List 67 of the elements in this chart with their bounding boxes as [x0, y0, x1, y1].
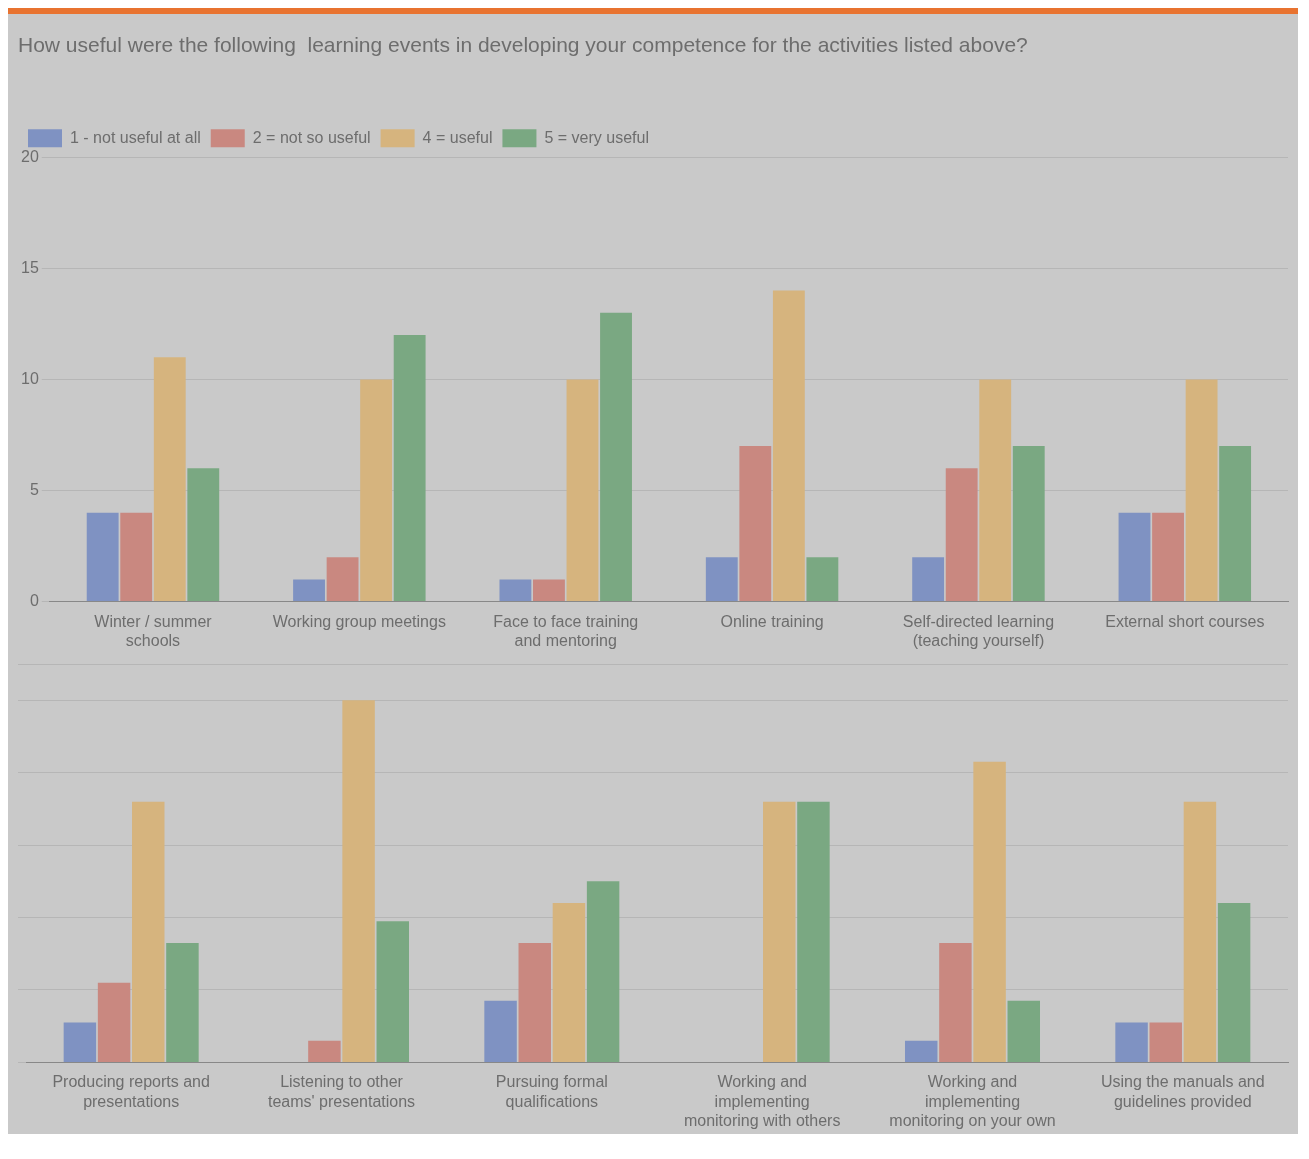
bar — [1012, 446, 1045, 602]
y-tick-label: 15 — [21, 258, 39, 276]
bar — [393, 334, 426, 602]
bar — [342, 700, 375, 1062]
y-tick-label: 0 — [29, 592, 39, 610]
bar — [293, 579, 325, 602]
bar — [600, 312, 632, 602]
bar — [499, 579, 532, 602]
bar — [1217, 903, 1251, 1062]
x-tick-label: Online training — [720, 612, 824, 630]
bar — [939, 942, 972, 1062]
bar — [1149, 1022, 1182, 1062]
bar — [63, 1022, 97, 1062]
bar — [533, 579, 565, 602]
bar — [797, 801, 830, 1062]
bar — [705, 557, 738, 602]
legend-label: 4 = useful — [422, 128, 493, 146]
y-tick-label: 5 — [29, 480, 39, 498]
bar — [1115, 1022, 1148, 1062]
bar — [772, 290, 805, 602]
bar — [153, 357, 186, 602]
bar — [1219, 446, 1252, 602]
legend-label: 1 - not useful at all — [70, 128, 201, 146]
bar — [552, 903, 586, 1062]
bar — [945, 468, 978, 602]
bar — [326, 557, 359, 602]
x-tick-label: External short courses — [1105, 612, 1265, 630]
bar — [586, 881, 620, 1062]
legend-label: 2 = not so useful — [252, 128, 371, 146]
bar — [518, 942, 551, 1062]
x-tick-label: Working group meetings — [272, 612, 446, 630]
bar — [912, 557, 945, 602]
bar — [1007, 1000, 1040, 1062]
bar — [376, 921, 409, 1062]
bar — [308, 1040, 341, 1062]
legend-label: 5 = very useful — [544, 128, 649, 146]
bar — [484, 1000, 517, 1062]
y-tick-label: 20 — [21, 147, 39, 165]
x-tick-label: Self-directed learning (teaching yourself) — [902, 612, 1055, 649]
bar — [1152, 512, 1184, 602]
bar — [763, 801, 796, 1062]
x-tick-label: Working and implementing monitoring on your own — [889, 1073, 1056, 1129]
bar — [166, 942, 199, 1062]
bar — [905, 1040, 938, 1062]
bar — [360, 379, 393, 602]
y-tick-label: 10 — [21, 369, 39, 387]
bar — [806, 557, 839, 602]
x-tick-label: Listening to other teams' presentations — [267, 1073, 416, 1110]
bar — [1185, 379, 1218, 602]
bar — [97, 982, 131, 1062]
bar — [979, 379, 1012, 602]
x-tick-label: Producing reports and presentations — [52, 1073, 210, 1110]
bar — [120, 512, 153, 602]
bar — [1118, 512, 1151, 602]
bar — [187, 468, 220, 602]
bar — [86, 512, 119, 602]
x-tick-label: Winter / summer schools — [94, 612, 213, 649]
chart-title: How useful were the following learning events in developing your competence for the activities listed above? — [18, 33, 1028, 57]
bar — [973, 761, 1006, 1062]
bar — [566, 379, 599, 602]
bar — [132, 801, 165, 1062]
x-tick-label: Working and implementing monitoring with others — [683, 1073, 841, 1129]
x-tick-label: Using the manuals and guidelines provided — [1101, 1073, 1265, 1110]
bar — [739, 446, 772, 602]
x-tick-label: Pursuing formal qualifications — [495, 1073, 608, 1110]
x-tick-label: Face to face training and mentoring — [493, 612, 639, 649]
bar — [1183, 801, 1217, 1062]
